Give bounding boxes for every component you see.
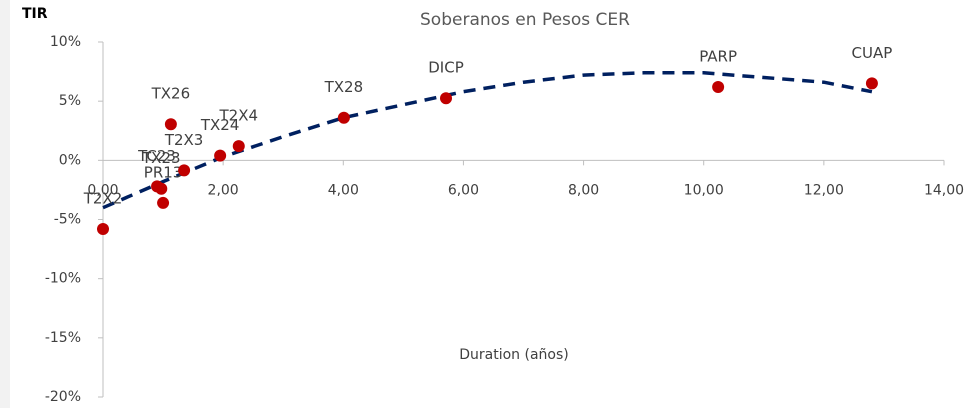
chart-title: Soberanos en Pesos CER <box>420 10 630 30</box>
point-label: PARP <box>699 47 737 65</box>
y-tick-label: -10% <box>45 271 81 287</box>
y-tick-label: 5% <box>59 93 81 109</box>
point-label: T2X4 <box>218 107 258 125</box>
point-label: TX26 <box>151 85 191 103</box>
point-label: PR13 <box>144 163 183 181</box>
x-tick-label: 14,00 <box>924 182 964 198</box>
point <box>164 118 177 131</box>
point-label: TX28 <box>324 78 364 96</box>
point <box>712 80 725 93</box>
point <box>440 92 453 105</box>
x-tick-label: 10,00 <box>684 182 724 198</box>
point-label: T2X3 <box>164 131 204 149</box>
point-label: CUAP <box>852 44 893 62</box>
x-tick-label: 2,00 <box>208 182 239 198</box>
x-tick-label: 12,00 <box>804 182 844 198</box>
y-tick-label: -15% <box>45 330 81 346</box>
x-tick-label: 0,00 <box>87 182 118 198</box>
side-strip <box>0 0 10 408</box>
x-axis-title: Duration (años) <box>459 347 569 363</box>
y-tick-label: 10% <box>50 34 81 50</box>
x-tick-label: 6,00 <box>448 182 479 198</box>
point <box>97 222 109 235</box>
y-tick-label: -20% <box>45 389 81 405</box>
point <box>155 182 168 195</box>
y-axis-title: TIR <box>22 6 48 22</box>
point-label: DICP <box>428 59 464 77</box>
point-label: T2X2 <box>83 189 123 207</box>
point <box>865 77 878 90</box>
y-tick-label: 0% <box>59 152 81 168</box>
point-label: TC23 <box>137 147 176 165</box>
x-tick-label: 8,00 <box>568 182 599 198</box>
point <box>232 140 245 153</box>
point-label: TX23 <box>141 149 181 167</box>
trendline <box>102 71 873 210</box>
point-label: TX24 <box>200 116 240 134</box>
point <box>178 164 191 177</box>
point <box>337 111 350 124</box>
point <box>214 149 227 162</box>
point <box>157 196 170 209</box>
x-tick-label: 4,00 <box>328 182 359 198</box>
y-tick-label: -5% <box>54 212 81 228</box>
